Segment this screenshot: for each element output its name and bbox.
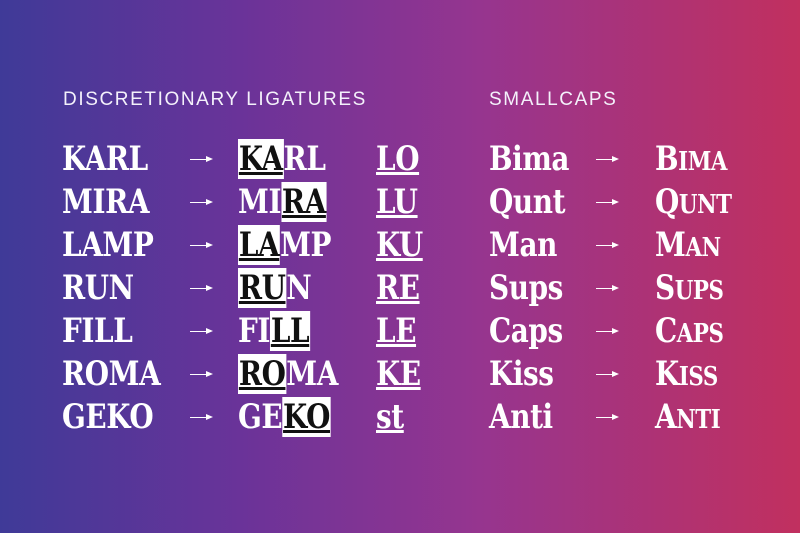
ligature-result-column: KARL MIRA LAMP RUN FILL ROMA GEKO: [238, 138, 338, 439]
ligature-source-word: LAMP: [62, 225, 154, 265]
smallcaps-result: SUPS: [655, 268, 724, 308]
ligature-sample-column: LO LU KU RE LE KE st: [376, 138, 423, 439]
smallcaps-source-word: Caps: [489, 311, 563, 351]
ligatures-heading: DISCRETIONARY LIGATURES: [63, 89, 367, 110]
smallcaps-source-word: Qunt: [489, 182, 566, 222]
smallcaps-result: CAPS: [655, 311, 724, 351]
ligature-sample: KE: [376, 354, 421, 394]
ligature-highlight: RO: [238, 354, 287, 394]
smallcaps-arrow-column: [596, 138, 622, 439]
smallcaps-source-word: Anti: [489, 397, 553, 437]
ligature-result: FILL: [238, 311, 311, 351]
ligature-result: GEKO: [238, 397, 331, 437]
ligature-highlight: KO: [282, 397, 331, 437]
ligature-sample: LO: [376, 139, 420, 179]
ligature-highlight: RU: [238, 268, 287, 308]
ligature-sample: RE: [376, 268, 420, 308]
right-arrow-icon: [190, 154, 216, 166]
ligature-highlight: RA: [281, 182, 327, 222]
right-arrow-icon: [190, 326, 216, 338]
smallcaps-result: BIMA: [655, 139, 728, 179]
smallcaps-result: KISS: [655, 354, 718, 394]
smallcaps-source-word: Man: [489, 225, 557, 265]
right-arrow-icon: [596, 326, 622, 338]
right-arrow-icon: [596, 240, 622, 252]
ligature-result: LAMP: [238, 225, 332, 265]
right-arrow-icon: [190, 412, 216, 424]
ligature-highlight: LL: [270, 311, 311, 351]
ligature-source-word: RUN: [62, 268, 134, 308]
smallcaps-source-word: Bima: [489, 139, 570, 179]
ligature-source-word: GEKO: [62, 397, 154, 437]
smallcaps-result: ANTI: [655, 397, 721, 437]
smallcaps-source-word: Kiss: [489, 354, 554, 394]
right-arrow-icon: [596, 412, 622, 424]
smallcaps-result: MAN: [655, 225, 721, 265]
ligature-highlight: KA: [238, 139, 284, 179]
right-arrow-icon: [190, 369, 216, 381]
ligature-highlight: LA: [238, 225, 281, 265]
ligature-result: MIRA: [238, 182, 327, 222]
ligature-source-word: FILL: [62, 311, 133, 351]
smallcaps-result: QUNT: [655, 182, 732, 222]
ligature-sample: KU: [376, 225, 423, 265]
ligature-arrow-column: [190, 138, 216, 439]
ligature-sample: LU: [376, 182, 418, 222]
ligature-result: ROMA: [238, 354, 338, 394]
smallcaps-heading: SMALLCAPS: [489, 89, 618, 110]
smallcaps-result-column: BIMA QUNT MAN SUPS CAPS KISS ANTI: [655, 138, 732, 439]
right-arrow-icon: [596, 369, 622, 381]
right-arrow-icon: [596, 197, 622, 209]
ligature-source-word: KARL: [62, 139, 148, 179]
smallcaps-source-column: Bima Qunt Man Sups Caps Kiss Anti: [489, 138, 569, 439]
right-arrow-icon: [190, 283, 216, 295]
ligature-source-word: MIRA: [62, 182, 150, 222]
right-arrow-icon: [190, 197, 216, 209]
right-arrow-icon: [596, 283, 622, 295]
right-arrow-icon: [190, 240, 216, 252]
ligature-source-word: ROMA: [62, 354, 161, 394]
ligature-result: RUN: [238, 268, 312, 308]
smallcaps-source-word: Sups: [489, 268, 563, 308]
ligature-source-column: KARL MIRA LAMP RUN FILL ROMA GEKO: [62, 138, 161, 439]
ligature-sample: st: [376, 397, 404, 437]
ligature-sample: LE: [376, 311, 417, 351]
right-arrow-icon: [596, 154, 622, 166]
ligature-result: KARL: [238, 139, 326, 179]
